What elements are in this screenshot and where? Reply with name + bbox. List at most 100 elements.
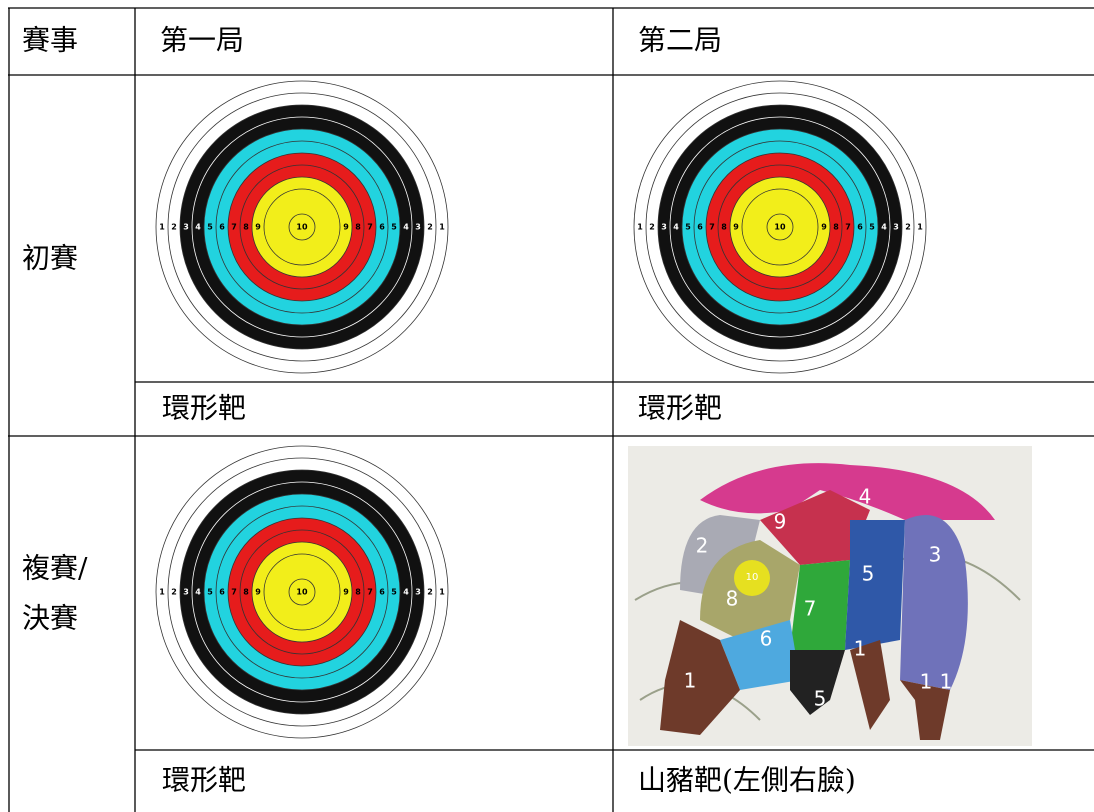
zone-label: 5 [862, 562, 875, 586]
ring-number: 1 [917, 223, 923, 232]
zone [700, 463, 995, 520]
ring-number: 6 [219, 588, 225, 597]
zone [660, 620, 740, 735]
zone-label: 1 [940, 670, 953, 694]
ring-number: 8 [721, 223, 727, 232]
center-ring [766, 213, 794, 241]
zone-label: 7 [804, 597, 817, 621]
ring [263, 188, 341, 266]
ring-number: 8 [355, 588, 361, 597]
center-ring [288, 213, 316, 241]
ring-number: 3 [183, 223, 189, 232]
ring-number: 6 [697, 223, 703, 232]
ring-number: 5 [685, 223, 691, 232]
zone-label: 2 [696, 534, 709, 558]
zone-label: 1 [920, 670, 933, 694]
ring-number: 7 [709, 223, 715, 232]
ring-number: 1 [159, 223, 165, 232]
ring-number: 6 [379, 223, 385, 232]
ring [741, 188, 819, 266]
ring-number: 7 [845, 223, 851, 232]
zone-label: 3 [929, 543, 942, 567]
ring-number: 3 [415, 588, 421, 597]
ring-number: 5 [391, 588, 397, 597]
ring-number: 3 [661, 223, 667, 232]
zone [850, 640, 890, 730]
ring-number: 7 [231, 223, 237, 232]
ring-number: 9 [821, 223, 827, 232]
ring-number: 9 [343, 223, 349, 232]
zone [790, 650, 845, 715]
ring-number: 2 [905, 223, 911, 232]
ring [263, 553, 341, 631]
zone-label: 5 [814, 687, 827, 711]
ring-number: 4 [403, 223, 409, 232]
ring-number: 3 [415, 223, 421, 232]
ring-number: 8 [243, 588, 249, 597]
ring-number: 8 [355, 223, 361, 232]
ring-number: 4 [403, 588, 409, 597]
ring-number: 7 [367, 223, 373, 232]
target-name: 環形靶 [162, 764, 246, 797]
ring-number: 7 [367, 588, 373, 597]
ring-number: 2 [649, 223, 655, 232]
zone-label: 8 [726, 587, 739, 611]
ring-number: 6 [379, 588, 385, 597]
ring-number: 6 [857, 223, 863, 232]
ring-number: 4 [881, 223, 887, 232]
ring-number: 2 [171, 588, 177, 597]
ring-number: 1 [439, 223, 445, 232]
zone [845, 520, 905, 650]
ring-target: 1 12 23 34 45 56 67 78 89 910 [155, 80, 449, 374]
header-cell: 賽事 [22, 24, 78, 57]
ring-number: 1 [159, 588, 165, 597]
ring-number: 7 [231, 588, 237, 597]
ring-target: 1 12 23 34 45 56 67 78 89 910 [155, 445, 449, 739]
zone [734, 560, 770, 596]
zone [720, 620, 800, 690]
row-label: 初賽 [22, 242, 78, 275]
ring-number: 3 [893, 223, 899, 232]
ring-number: 9 [733, 223, 739, 232]
zone-label: 4 [859, 485, 872, 509]
ring-number: 5 [391, 223, 397, 232]
ring-number: 2 [427, 588, 433, 597]
ring-number: 9 [255, 588, 261, 597]
ring-number: 9 [255, 223, 261, 232]
zone [900, 680, 950, 740]
zone-label: 6 [760, 627, 773, 651]
zone [900, 515, 968, 690]
ring-number: 10 [774, 223, 786, 232]
zone-label: 1 [854, 637, 867, 661]
ring-number: 9 [343, 588, 349, 597]
zone-label: 10 [746, 572, 759, 583]
ring-number: 2 [427, 223, 433, 232]
header-cell: 第二局 [638, 24, 722, 57]
ring-number: 5 [207, 223, 213, 232]
ring-number: 8 [243, 223, 249, 232]
ring-number: 1 [439, 588, 445, 597]
ring-target: 1 12 23 34 45 56 67 78 89 910 [633, 80, 927, 374]
ring-number: 8 [833, 223, 839, 232]
center-ring [288, 578, 316, 606]
zone-label: 1 [684, 669, 697, 693]
ring-number: 3 [183, 588, 189, 597]
ring-number: 10 [296, 588, 308, 597]
target-name: 環形靶 [162, 392, 246, 425]
row-label: 決賽 [22, 602, 78, 635]
target-name: 環形靶 [638, 392, 722, 425]
ring-number: 5 [869, 223, 875, 232]
ring-number: 1 [637, 223, 643, 232]
table-grid [8, 7, 1094, 812]
header-cell: 第一局 [160, 24, 244, 57]
zone-label: 9 [774, 510, 787, 534]
ring-number: 6 [219, 223, 225, 232]
row-label: 複賽/ [22, 552, 88, 585]
ring-number: 4 [195, 223, 201, 232]
target-name: 山豬靶(左側右臉) [638, 764, 856, 797]
ring-number: 5 [207, 588, 213, 597]
ring-number: 4 [195, 588, 201, 597]
ring-number: 4 [673, 223, 679, 232]
